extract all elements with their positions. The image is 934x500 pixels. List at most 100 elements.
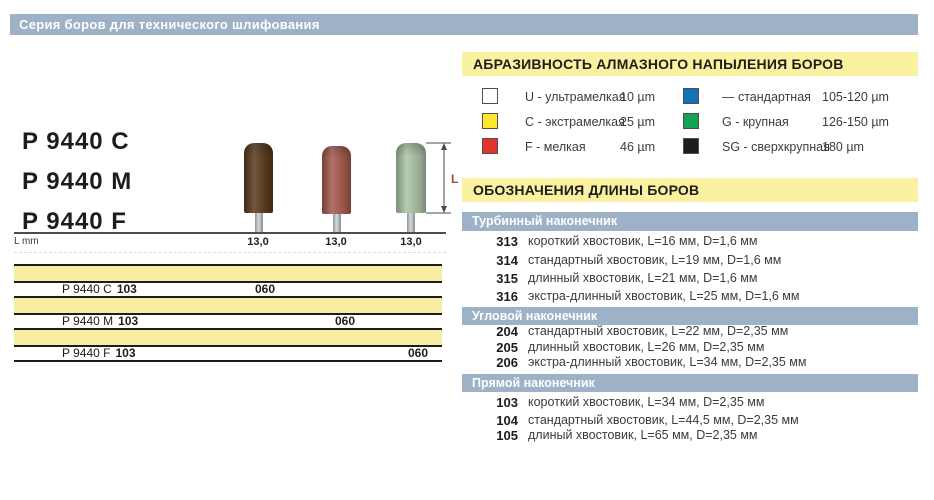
legend-value: 10 µm (620, 90, 655, 104)
product-ref: P 9440 C 103 (62, 282, 137, 296)
legend-value: 25 µm (620, 115, 655, 129)
shank-description: длинный хвостовик, L=21 мм, D=1,6 мм (528, 271, 758, 285)
bur-head-fine (396, 143, 426, 213)
table-rule (14, 360, 442, 362)
legend-item-coarse: G - крупная 126-150 µm (683, 113, 918, 130)
table-row: P 9440 M 103 060 (14, 315, 442, 328)
section-title: Угловой наконечник (472, 309, 598, 323)
abrasiveness-header: АБРАЗИВНОСТЬ АЛМАЗНОГО НАПЫЛЕНИЯ БОРОВ (462, 52, 918, 76)
bur-shank (407, 213, 415, 233)
bur-image-coarse (244, 143, 273, 233)
legend-value: 105-120 µm (822, 90, 889, 104)
shank-row: 316 экстра-длинный хвостовик, L=25 мм, D… (462, 289, 918, 304)
shank-code: 103 (118, 314, 139, 328)
bur-image-medium (322, 146, 351, 234)
lengths-header: ОБОЗНАЧЕНИЯ ДЛИНЫ БОРОВ (462, 178, 918, 202)
size-value: 060 (254, 282, 276, 296)
legend-value: 46 µm (620, 140, 655, 154)
length-axis-line (14, 232, 446, 234)
grit-swatch-yellow (482, 113, 498, 129)
shank-row: 313 короткий хвостовик, L=16 мм, D=1,6 м… (462, 234, 918, 249)
lengths-header-label: ОБОЗНАЧЕНИЯ ДЛИНЫ БОРОВ (473, 182, 700, 198)
length-value: 13,0 (325, 236, 347, 248)
shank-description: стандартный хвостовик, L=44,5 мм, D=2,35… (528, 413, 799, 427)
grit-swatch-blue (683, 88, 699, 104)
section-bar-turbine: Турбинный наконечник (462, 212, 918, 231)
product-title-c: P 9440 C (22, 128, 130, 155)
table-stripe (14, 266, 442, 281)
grit-swatch-white (482, 88, 498, 104)
grit-swatch-green (683, 113, 699, 129)
shank-code: 206 (496, 355, 518, 370)
shank-description: короткий хвостовик, L=34 мм, D=2,35 мм (528, 395, 765, 409)
shank-row: 206 экстра-длинный хвостовик, L=34 мм, D… (462, 355, 918, 370)
product-ref: P 9440 M 103 (62, 314, 139, 328)
table-rule (14, 328, 442, 330)
shank-description: экстра-длинный хвостовик, L=25 мм, D=1,6… (528, 289, 800, 303)
section-bar-angle: Угловой наконечник (462, 307, 918, 325)
section-bar-straight: Прямой наконечник (462, 374, 918, 392)
shank-code: 104 (496, 413, 518, 428)
table-rule (14, 345, 442, 347)
legend-label: F - мелкая (525, 140, 586, 154)
product-title-f: P 9440 F (22, 208, 127, 235)
shank-row: 105 длиный хвостовик, L=65 мм, D=2,35 мм (462, 428, 918, 443)
shank-description: экстра-длинный хвостовик, L=34 мм, D=2,3… (528, 355, 807, 369)
section-title: Турбинный наконечник (472, 214, 618, 228)
length-dimension-indicator: L (426, 142, 458, 214)
bur-shank (332, 214, 341, 234)
shank-code: 103 (115, 346, 136, 360)
bur-shank (254, 213, 263, 233)
shank-code: 316 (496, 289, 518, 304)
table-stripe (14, 298, 442, 313)
shank-row: 104 стандартный хвостовик, L=44,5 мм, D=… (462, 413, 918, 428)
bur-image-fine (396, 143, 426, 233)
shank-description: стандартный хвостовик, L=22 мм, D=2,35 м… (528, 324, 789, 338)
table-rule (14, 296, 442, 298)
legend-item-extrafine: C - экстрамелкая 25 µm (482, 113, 682, 130)
table-stripe (14, 330, 442, 345)
bur-head-coarse (244, 143, 273, 213)
series-header-bar: Серия боров для технического шлифования (10, 14, 918, 35)
shank-row: 204 стандартный хвостовик, L=22 мм, D=2,… (462, 324, 918, 339)
grit-swatch-black (683, 138, 699, 154)
section-title: Прямой наконечник (472, 376, 595, 390)
table-rule (14, 281, 442, 283)
legend-label: — стандартная (722, 90, 811, 104)
shank-code: 105 (496, 428, 518, 443)
legend-value: 180 µm (822, 140, 864, 154)
legend-item-ultrafine: U - ультрамелкая 10 µm (482, 88, 682, 105)
grit-swatch-red (482, 138, 498, 154)
length-value: 13,0 (247, 236, 269, 248)
size-value: 060 (407, 346, 429, 360)
series-title: Серия боров для технического шлифования (19, 17, 320, 32)
shank-description: короткий хвостовик, L=16 мм, D=1,6 мм (528, 234, 758, 248)
shank-description: длинный хвостовик, L=26 мм, D=2,35 мм (528, 340, 765, 354)
legend-label: C - экстрамелкая (525, 115, 625, 129)
dashed-rule (14, 252, 446, 253)
shank-row: 205 длинный хвостовик, L=26 мм, D=2,35 м… (462, 340, 918, 355)
table-row: P 9440 C 103 060 (14, 283, 442, 296)
info-column: АБРАЗИВНОСТЬ АЛМАЗНОГО НАПЫЛЕНИЯ БОРОВ U… (462, 0, 918, 500)
product-ref: P 9440 F 103 (62, 346, 136, 360)
legend-label: SG - сверхкрупная (722, 140, 830, 154)
table-rule (14, 264, 442, 266)
shank-row: 314 стандартный хвостовик, L=19 мм, D=1,… (462, 253, 918, 268)
length-axis-label: L mm (14, 236, 39, 247)
legend-label: G - крупная (722, 115, 789, 129)
table-rule (14, 313, 442, 315)
legend-item-supercoarse: SG - сверхкрупная 180 µm (683, 138, 918, 155)
size-value: 060 (334, 314, 356, 328)
shank-code: 205 (496, 340, 518, 355)
legend-item-standard: — стандартная 105-120 µm (683, 88, 918, 105)
table-row: P 9440 F 103 060 (14, 347, 442, 360)
shank-description: длиный хвостовик, L=65 мм, D=2,35 мм (528, 428, 758, 442)
shank-description: стандартный хвостовик, L=19 мм, D=1,6 мм (528, 253, 782, 267)
shank-code: 103 (496, 395, 518, 410)
legend-value: 126-150 µm (822, 115, 889, 129)
abrasiveness-header-label: АБРАЗИВНОСТЬ АЛМАЗНОГО НАПЫЛЕНИЯ БОРОВ (473, 56, 844, 72)
product-size-table: P 9440 C 103 060 P 9440 M 103 060 P 9440 F… (14, 264, 442, 362)
shank-code: 103 (116, 282, 137, 296)
shank-row: 315 длинный хвостовик, L=21 мм, D=1,6 мм (462, 271, 918, 286)
